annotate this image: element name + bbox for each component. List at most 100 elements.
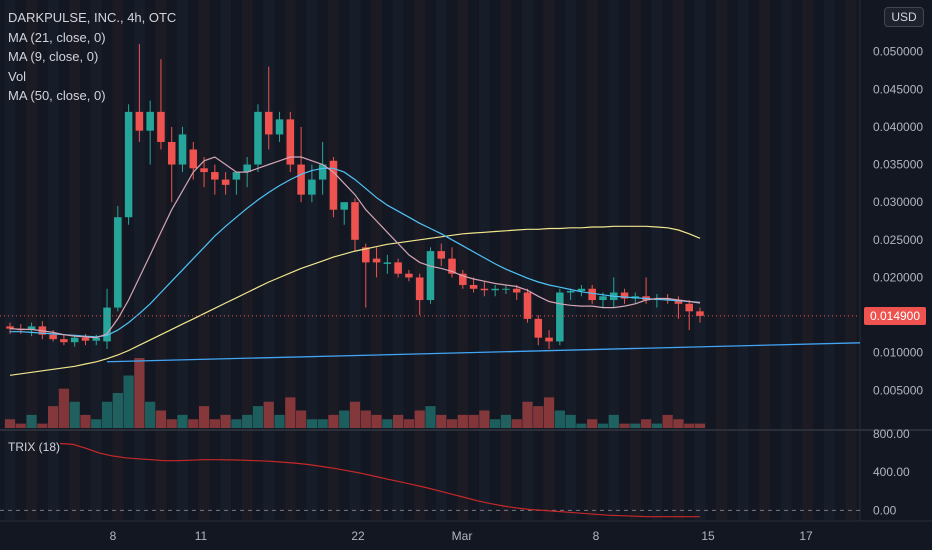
candle-body[interactable] [340,202,348,210]
volume-bar [522,401,533,428]
candle-body[interactable] [362,247,370,263]
candle-body[interactable] [351,202,359,240]
volume-bar [112,393,123,428]
session-stripe [694,0,706,520]
candle-body[interactable] [502,288,510,290]
candle-body[interactable] [620,292,629,299]
candle-body[interactable] [92,337,101,341]
volume-bar [274,414,285,428]
candle-body[interactable] [372,258,381,263]
session-stripe [500,0,512,520]
session-stripe [90,0,102,520]
candle-body[interactable] [459,273,467,285]
legend-trix[interactable]: TRIX (18) [8,440,61,454]
candle-body[interactable] [437,251,446,259]
legend-ma21[interactable]: MA (21, close, 0) [8,29,106,45]
candle-body[interactable] [243,164,251,173]
candle-body[interactable] [81,337,90,341]
candle-body[interactable] [135,111,144,131]
candle-body[interactable] [405,273,413,278]
candle-body[interactable] [211,172,219,180]
ma50-line[interactable] [9,225,701,376]
ma21-line[interactable] [10,167,701,338]
candle-body[interactable] [696,311,704,316]
candle-body[interactable] [566,291,575,293]
candle-body[interactable] [534,318,543,338]
volume-bar [285,397,296,428]
candle-body[interactable] [318,164,327,180]
candle-body[interactable] [232,172,241,180]
candle-body[interactable] [480,288,489,291]
legend-ma50[interactable]: MA (50, close, 0) [8,88,106,103]
chart-legend: DARKPULSE, INC., 4h, OTC MA (21, close, … [8,8,176,106]
session-stripe [802,0,814,520]
trix-line[interactable] [59,442,700,518]
candle-body[interactable] [70,337,79,343]
candle-body[interactable] [286,119,295,165]
volume-bar [490,419,501,428]
candle-body[interactable] [308,179,316,195]
candle-body[interactable] [577,288,586,292]
time-tick-label: Mar [452,529,473,543]
volume-bar [511,419,522,428]
candle-body[interactable] [124,111,133,218]
candle-body[interactable] [383,262,392,264]
volume-bar [543,397,555,428]
candle-body[interactable] [512,288,521,293]
candle-body[interactable] [674,300,683,304]
symbol-title[interactable]: DARKPULSE, INC., 4h, OTC [8,10,177,25]
candle-body[interactable] [103,307,111,342]
candle-body[interactable] [685,303,693,312]
currency-button[interactable]: USD [884,7,924,27]
trendline[interactable] [107,342,861,363]
volume-bar [145,401,156,428]
candle-body[interactable] [114,217,122,308]
candle-body[interactable] [588,288,596,301]
volume-bar [576,423,587,428]
candle-body[interactable] [254,111,262,165]
candle-body[interactable] [264,111,273,135]
candle-body[interactable] [545,337,553,342]
candle-body[interactable] [415,277,424,301]
candle-body[interactable] [60,339,68,343]
volume-bar [684,423,695,428]
volume-bar [263,401,274,428]
candle-body[interactable] [200,168,208,173]
candle-body[interactable] [523,292,532,319]
candle-body[interactable] [6,326,14,329]
candle-body[interactable] [556,292,564,342]
candle-body[interactable] [27,326,36,331]
candle-body[interactable] [189,149,198,169]
session-stripe [328,0,339,520]
candle-body[interactable] [426,251,435,301]
candle-body[interactable] [469,284,478,289]
candle-body[interactable] [178,134,187,165]
candle-body[interactable] [491,288,499,291]
volume-bar [425,406,436,428]
volume-bar [651,423,662,428]
volume-bar [91,419,102,428]
candle-body[interactable] [394,262,402,274]
volume-bar [242,414,253,428]
candle-body[interactable] [221,179,230,185]
volume-bar [533,406,544,428]
legend-ma9[interactable]: MA (9, close, 0) [8,49,99,64]
trix-tick-label: 0.00 [873,503,897,517]
session-stripe [220,0,232,520]
candle-body[interactable] [297,164,305,195]
candle-body[interactable] [167,141,176,165]
candle-body[interactable] [146,111,154,131]
candle-body[interactable] [275,119,284,135]
session-stripe [241,0,253,520]
candle-body[interactable] [157,111,165,142]
legend-vol[interactable]: Vol [8,68,27,84]
candle-body[interactable] [663,298,672,301]
candle-body[interactable] [49,334,57,340]
ma9-line[interactable] [9,156,701,339]
candle-body[interactable] [448,258,456,274]
volume-bar [662,414,673,428]
candle-body[interactable] [329,160,338,210]
candle-body[interactable] [599,296,607,301]
volume-bar [252,406,264,428]
